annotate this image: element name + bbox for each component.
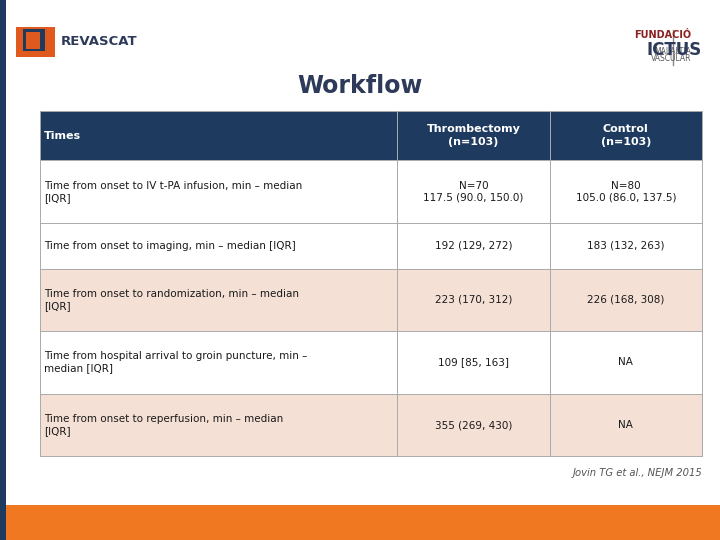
Text: MALALTIA: MALALTIA: [654, 47, 691, 56]
Bar: [40, 223, 702, 268]
Text: AAN, 2015 Washington DC: AAN, 2015 Washington DC: [9, 517, 148, 528]
Text: 109 [85, 163]: 109 [85, 163]: [438, 357, 509, 367]
Text: Control
(n=103): Control (n=103): [600, 124, 651, 147]
Text: 355 (269, 430): 355 (269, 430): [435, 420, 512, 430]
Text: ICTUS: ICTUS: [647, 40, 702, 59]
Text: 13: 13: [698, 517, 711, 528]
Bar: [40, 331, 702, 394]
Text: N=80
105.0 (86.0, 137.5): N=80 105.0 (86.0, 137.5): [575, 181, 676, 202]
Text: Time from hospital arrival to groin puncture, min –
median [IQR]: Time from hospital arrival to groin punc…: [44, 352, 307, 374]
Bar: [40, 268, 702, 331]
Text: Times: Times: [44, 131, 81, 140]
Text: Time from onset to reperfusion, min – median
[IQR]: Time from onset to reperfusion, min – me…: [44, 414, 283, 436]
Text: 183 (132, 263): 183 (132, 263): [587, 241, 665, 251]
Text: Thrombectomy
(n=103): Thrombectomy (n=103): [426, 124, 521, 147]
Bar: [26, 32, 40, 49]
Text: REVASCAT: REVASCAT: [61, 35, 138, 49]
Text: Time from onset to randomization, min – median
[IQR]: Time from onset to randomization, min – …: [44, 289, 299, 311]
Text: N=70
117.5 (90.0, 150.0): N=70 117.5 (90.0, 150.0): [423, 181, 523, 202]
Text: 226 (168, 308): 226 (168, 308): [587, 295, 665, 305]
Bar: [40, 160, 702, 223]
Text: Workflow: Workflow: [297, 75, 423, 98]
Bar: [23, 29, 45, 51]
Text: NA: NA: [618, 357, 634, 367]
Text: FUNDACIÓ: FUNDACIÓ: [634, 30, 691, 40]
Bar: [40, 111, 702, 160]
Bar: [0, 0, 6, 540]
Text: NA: NA: [618, 420, 634, 430]
Bar: [40, 394, 702, 456]
Text: Time from onset to imaging, min – median [IQR]: Time from onset to imaging, min – median…: [44, 241, 296, 251]
Text: 192 (129, 272): 192 (129, 272): [435, 241, 512, 251]
Text: Time from onset to IV t-PA infusion, min – median
[IQR]: Time from onset to IV t-PA infusion, min…: [44, 181, 302, 202]
Text: 223 (170, 312): 223 (170, 312): [435, 295, 512, 305]
Bar: [16, 27, 55, 57]
Text: Jovin TG et al., NEJM 2015: Jovin TG et al., NEJM 2015: [572, 468, 702, 478]
Text: VASCULAR: VASCULAR: [651, 54, 691, 63]
Bar: [0, 505, 720, 540]
